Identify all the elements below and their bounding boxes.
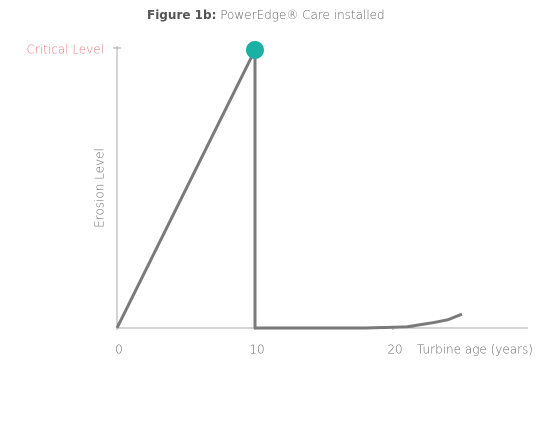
series-line	[115, 48, 463, 330]
x-tick-label: 20	[387, 343, 402, 357]
y-axis-label: Erosion Level	[93, 148, 107, 228]
x-axis-label: Turbine age (years)	[417, 343, 533, 357]
critical-point	[246, 41, 264, 59]
y-tick-label: Critical Level	[27, 43, 104, 57]
x-tick-label: 0	[115, 343, 123, 357]
title-bold: Figure 1b:	[147, 8, 216, 22]
x-tick-label: 10	[249, 343, 264, 357]
chart-title: Figure 1b: PowerEdge® Care installed	[147, 8, 385, 22]
title-rest: PowerEdge® Care installed	[220, 8, 384, 22]
